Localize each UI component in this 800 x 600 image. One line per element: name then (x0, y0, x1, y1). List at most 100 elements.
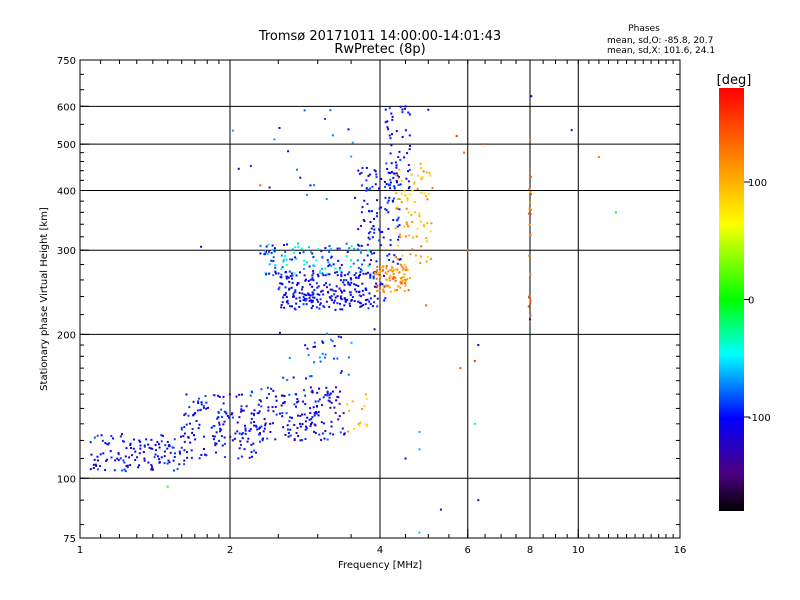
data-point (191, 431, 194, 434)
data-point (291, 416, 294, 419)
data-point (272, 274, 275, 277)
data-point (278, 412, 281, 415)
data-point (108, 442, 111, 445)
data-point (279, 282, 282, 285)
data-point (332, 357, 335, 360)
data-point (180, 446, 183, 449)
data-point (143, 445, 146, 448)
data-point (314, 432, 317, 435)
data-point (231, 129, 234, 132)
data-point (322, 396, 325, 399)
data-point (423, 192, 426, 195)
data-point (151, 467, 154, 470)
data-point (194, 438, 197, 441)
data-point (309, 386, 312, 389)
data-point (332, 433, 335, 436)
data-point (322, 293, 325, 296)
data-point (361, 289, 364, 292)
data-point (389, 137, 392, 140)
data-point (360, 171, 363, 174)
data-point (255, 425, 258, 428)
data-point (355, 284, 358, 287)
data-point (345, 279, 348, 282)
data-point (280, 282, 283, 285)
data-point (329, 297, 332, 300)
data-point (360, 249, 363, 252)
data-point (184, 412, 187, 415)
data-point (305, 303, 308, 306)
data-point (373, 231, 376, 234)
data-point (419, 255, 422, 258)
data-point (384, 121, 387, 124)
data-point (278, 126, 281, 129)
data-point (408, 168, 411, 171)
data-point (311, 299, 314, 302)
data-point (190, 456, 193, 459)
data-point (89, 441, 92, 444)
data-point (294, 256, 297, 259)
data-point (284, 286, 287, 289)
data-point (374, 170, 377, 173)
phase-stats-heading: Phases (628, 24, 660, 34)
data-point (377, 273, 380, 276)
y-tick-label: 600 (57, 102, 76, 113)
data-point (117, 452, 120, 455)
data-point (187, 436, 190, 439)
data-point (372, 277, 375, 280)
data-point (235, 395, 238, 398)
data-point (402, 268, 405, 271)
data-point (288, 356, 291, 359)
data-point (158, 446, 161, 449)
data-point (158, 461, 161, 464)
data-point (392, 197, 395, 200)
data-point (282, 296, 285, 299)
data-point (392, 272, 395, 275)
data-point (404, 129, 407, 132)
data-point (366, 271, 369, 274)
data-point (527, 254, 530, 257)
data-point (361, 269, 364, 272)
data-point (290, 305, 293, 308)
data-point (396, 174, 399, 177)
data-point (191, 428, 194, 431)
data-point (397, 238, 400, 241)
data-point (375, 173, 378, 176)
data-point (316, 391, 319, 394)
data-point (242, 409, 245, 412)
data-point (90, 453, 93, 456)
data-point (222, 402, 225, 405)
data-point (274, 264, 277, 267)
data-point (291, 277, 294, 280)
data-point (179, 452, 182, 455)
data-point (193, 412, 196, 415)
data-point (388, 134, 391, 137)
data-point (373, 228, 376, 231)
data-point (379, 230, 382, 233)
data-point (418, 531, 421, 534)
data-point (313, 412, 316, 415)
data-point (254, 424, 257, 427)
data-point (379, 270, 382, 273)
data-point (529, 318, 531, 321)
data-point (339, 302, 342, 305)
data-point (310, 417, 313, 420)
data-point (294, 393, 297, 396)
data-point (223, 456, 226, 459)
data-point (325, 198, 328, 201)
data-point (130, 454, 133, 457)
data-point (268, 263, 271, 266)
data-point (280, 303, 283, 306)
data-point (359, 224, 362, 227)
data-point (314, 400, 317, 403)
data-point (238, 393, 241, 396)
data-point (353, 247, 356, 250)
data-point (473, 359, 476, 362)
data-point (390, 144, 393, 147)
data-point (304, 279, 307, 282)
data-point (351, 400, 354, 403)
data-point (331, 340, 334, 343)
data-point (528, 295, 531, 298)
data-point (361, 263, 364, 266)
data-point (332, 301, 335, 304)
data-point (253, 409, 256, 412)
